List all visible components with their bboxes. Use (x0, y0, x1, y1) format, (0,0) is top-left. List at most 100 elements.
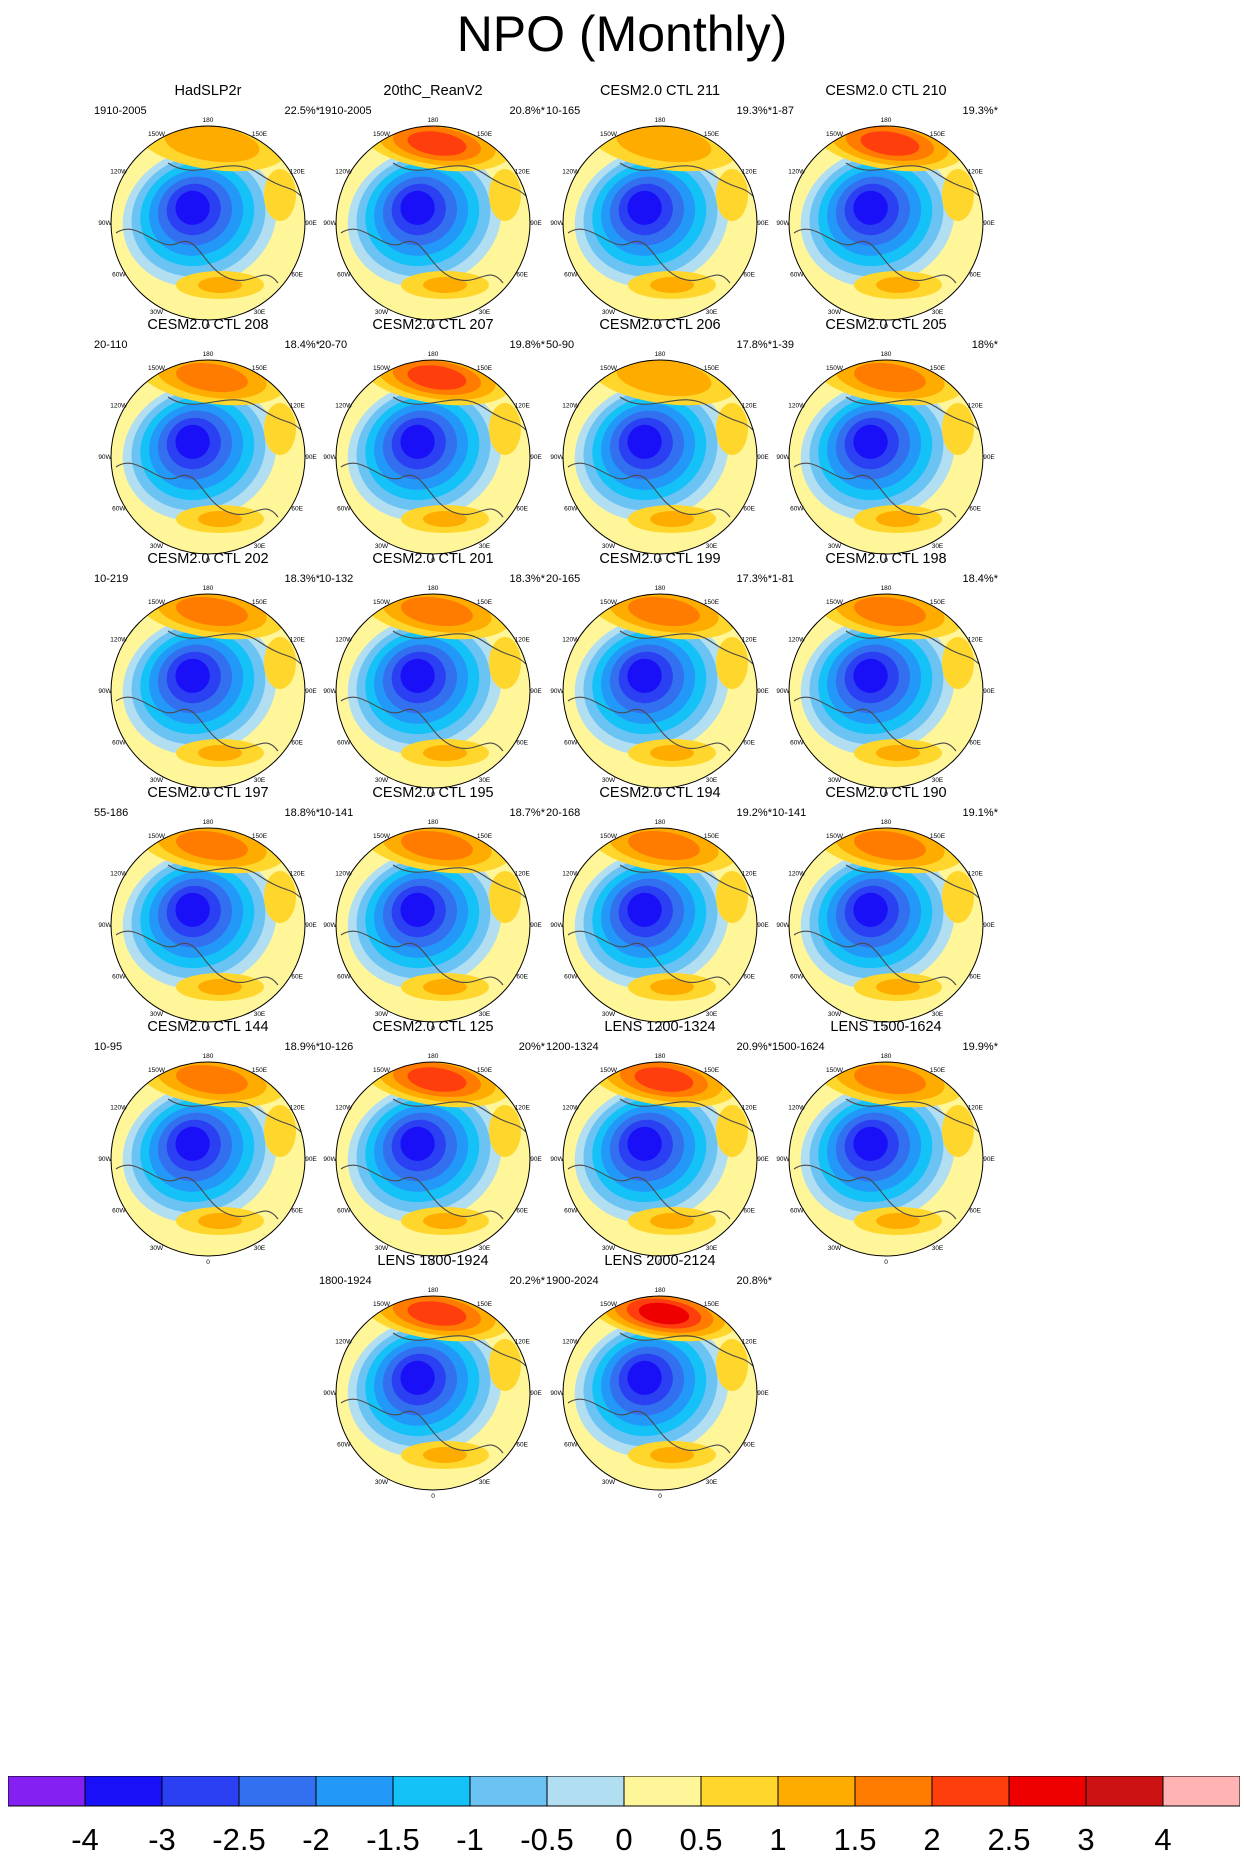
map-panel: LENS 1200-1324 1200-1324 20.9%* 180 150W 150E… (540, 1018, 780, 1278)
map-boundary (110, 359, 306, 555)
lon-tick-label: 150W (600, 1301, 618, 1308)
lon-tick-label: 150W (148, 833, 166, 840)
coastline (567, 1332, 756, 1454)
coastline (340, 864, 529, 986)
lon-tick-label: 120W (562, 1339, 580, 1346)
lon-tick-label: 120E (290, 403, 306, 410)
lon-tick-label: 0 (658, 323, 662, 330)
lon-tick-label: 120E (742, 871, 758, 878)
panel-period: 1910-2005 (319, 105, 372, 117)
positive-contour (164, 126, 260, 163)
map-panel: CESM2.0 CTL 201 10-132 18.3%* 180 150W 150E 12… (313, 550, 553, 810)
lon-tick-label: 30W (602, 309, 616, 316)
lon-tick-label: 30E (479, 543, 491, 550)
colorbar-label: 3 (1077, 1822, 1094, 1857)
positive-contour (401, 831, 473, 861)
lon-tick-label: 180 (655, 351, 666, 358)
lon-tick-label: 60W (790, 1208, 804, 1215)
positive-contour (401, 597, 473, 627)
positive-contour (942, 169, 974, 221)
lon-tick-label: 150E (477, 131, 493, 138)
lon-tick-label: 150W (826, 833, 844, 840)
lon-tick-label: 60W (790, 272, 804, 279)
negative-contour (627, 1360, 662, 1395)
map-panel: LENS 2000-2124 1900-2024 20.8%* 180 150W 150E… (540, 1252, 780, 1512)
panel-title: CESM2.0 CTL 210 (825, 83, 947, 99)
negative-contour (627, 658, 662, 693)
negative-contour (175, 1126, 210, 1161)
map-boundary (110, 827, 306, 1023)
lon-tick-label: 150E (704, 599, 720, 606)
lon-tick-label: 30W (602, 777, 616, 784)
lon-tick-label: 60E (743, 506, 755, 513)
positive-contour (716, 403, 748, 455)
map-boundary (335, 593, 531, 789)
lon-tick-label: 90E (983, 220, 995, 227)
polar-map: 180 150W 150E 120W 120E 90W 90E 60W 60E 30W 30E 0 (550, 1287, 769, 1500)
lon-tick-label: 150E (704, 131, 720, 138)
negative-contour (853, 658, 888, 693)
lon-tick-label: 90E (305, 220, 317, 227)
colorbar-swatch (777, 1776, 856, 1807)
lon-tick-label: 60W (790, 740, 804, 747)
panel-title: CESM2.0 CTL 202 (147, 551, 269, 567)
lon-tick-label: 120E (742, 1105, 758, 1112)
map-boundary (788, 125, 984, 321)
negative-contour (400, 892, 435, 927)
positive-contour (650, 1447, 694, 1463)
lon-tick-label: 90E (757, 220, 769, 227)
lon-tick-label: 60W (564, 740, 578, 747)
negative-contour (175, 892, 210, 927)
lon-tick-label: 0 (206, 1259, 210, 1266)
lon-tick-label: 60W (564, 1442, 578, 1449)
positive-contour (489, 1339, 521, 1391)
map-panel: CESM2.0 CTL 190 10-141 19.1%* 180 150W 150E 12… (766, 784, 1006, 1044)
lon-tick-label: 30W (150, 1245, 164, 1252)
positive-contour (616, 360, 712, 397)
colorbar-swatch (1008, 1776, 1087, 1807)
lon-tick-label: 90E (530, 1156, 542, 1163)
positive-contour (176, 597, 248, 627)
panel-title: LENS 1200-1324 (604, 1019, 716, 1035)
lon-tick-label: 120W (562, 1105, 580, 1112)
panel-period: 10-141 (319, 807, 354, 819)
positive-contour (407, 131, 467, 156)
coastline (793, 864, 982, 986)
lon-tick-label: 30W (828, 543, 842, 550)
lon-tick-label: 180 (655, 117, 666, 124)
lon-tick-label: 0 (431, 1025, 435, 1032)
lon-tick-label: 60W (564, 272, 578, 279)
map-panel: CESM2.0 CTL 206 50-90 17.8%* 180 150W 150E 120… (540, 316, 780, 576)
lon-tick-label: 60W (112, 974, 126, 981)
lon-tick-label: 30E (706, 777, 718, 784)
lon-tick-label: 150W (826, 599, 844, 606)
coastline (115, 864, 304, 986)
map-boundary (788, 1061, 984, 1257)
positive-contour (176, 1065, 248, 1095)
lon-tick-label: 60E (743, 1208, 755, 1215)
panel-title: CESM2.0 CTL 195 (372, 785, 494, 801)
lon-tick-label: 150E (477, 365, 493, 372)
lon-tick-label: 180 (655, 1287, 666, 1294)
lon-tick-label: 60W (564, 1208, 578, 1215)
lon-tick-label: 90E (757, 688, 769, 695)
colorbar-swatch (315, 1776, 394, 1807)
map-panel: HadSLP2r 1910-2005 22.5%* 180 150W 150E 120W 12… (88, 82, 328, 342)
lon-tick-label: 30E (932, 1011, 944, 1018)
panel-title: CESM2.0 CTL 190 (825, 785, 947, 801)
positive-contour (716, 871, 748, 923)
positive-contour (489, 169, 521, 221)
positive-contour (423, 277, 467, 293)
panel-variance: 17.3%* (736, 573, 772, 585)
lon-tick-label: 150W (148, 365, 166, 372)
lon-tick-label: 30E (932, 309, 944, 316)
positive-contour (489, 637, 521, 689)
lon-tick-label: 120E (968, 1105, 984, 1112)
positive-contour (264, 169, 296, 221)
colorbar-swatch (623, 1776, 702, 1807)
lon-tick-label: 30W (828, 309, 842, 316)
panel-period: 20-168 (546, 807, 581, 819)
coastline (115, 396, 304, 518)
lon-tick-label: 150E (477, 1067, 493, 1074)
lon-tick-label: 30E (254, 777, 266, 784)
